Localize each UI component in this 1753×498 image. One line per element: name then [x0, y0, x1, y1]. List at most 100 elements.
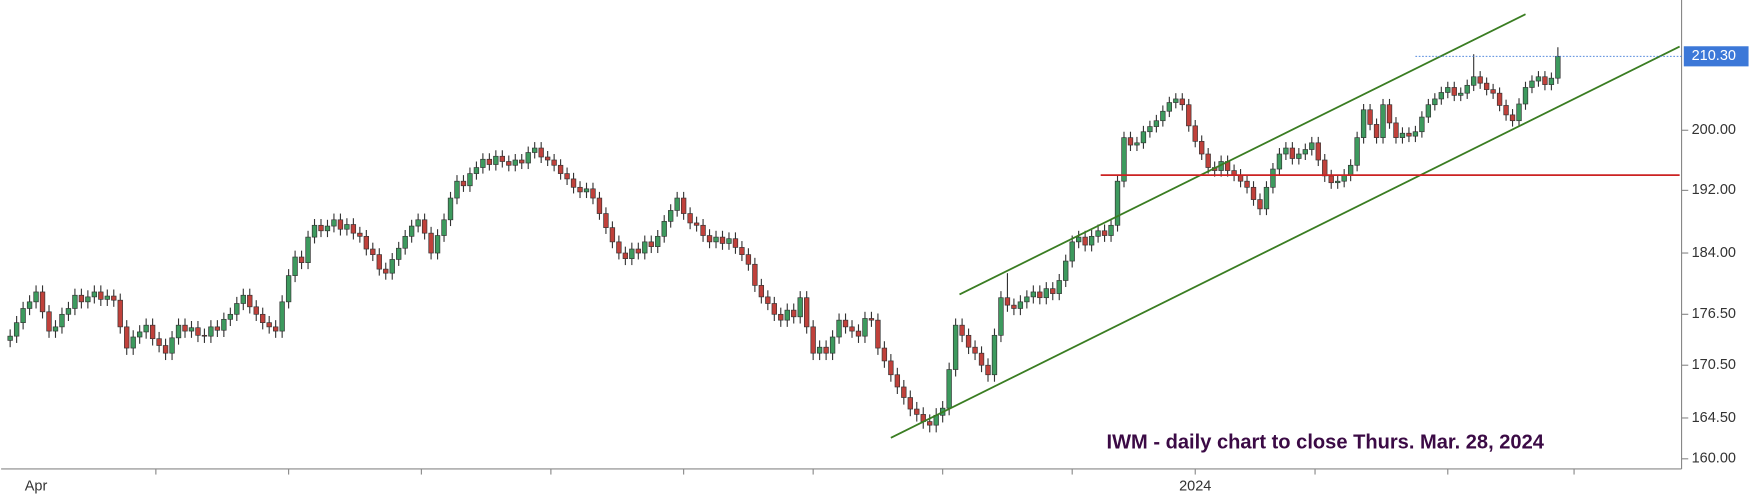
candle-body	[544, 156, 551, 161]
candle-body	[1399, 132, 1406, 138]
candle-body	[668, 210, 674, 222]
candle-body	[1153, 120, 1160, 127]
candle-body	[519, 159, 525, 164]
plot	[7, 47, 1561, 433]
x-tick-label: Apr	[25, 479, 48, 495]
candle-body	[182, 324, 188, 332]
candle-body	[208, 326, 214, 337]
trend-line	[890, 45, 1681, 439]
candle-body	[570, 178, 577, 188]
candle-body	[169, 337, 175, 354]
candle-body	[52, 326, 59, 332]
candle-body	[590, 188, 596, 199]
candle-body	[493, 155, 499, 165]
candle-body	[687, 213, 693, 224]
candle-body	[1030, 291, 1037, 298]
candle-body	[460, 180, 467, 187]
candle-body	[1237, 174, 1244, 182]
candle-body	[59, 313, 65, 328]
candle-body	[285, 275, 292, 303]
candle-body	[266, 322, 272, 328]
candle-body	[836, 319, 842, 338]
candle-body	[719, 236, 726, 244]
candle-body	[648, 241, 654, 247]
candle-body	[564, 173, 570, 180]
candle-body	[771, 303, 777, 315]
candle-body	[700, 224, 706, 236]
candle-body	[1347, 164, 1354, 176]
candle-body	[1503, 105, 1509, 116]
candle-body	[577, 186, 583, 193]
candle-body	[965, 334, 972, 348]
candle-body	[46, 311, 52, 332]
candle-body	[221, 318, 227, 331]
candle-body	[551, 159, 557, 166]
candle-body	[1199, 141, 1205, 155]
candle-body	[39, 291, 46, 313]
candle-body	[1380, 104, 1386, 138]
candle-body	[1393, 122, 1399, 138]
candle-body	[350, 224, 357, 234]
candle-body	[1160, 110, 1166, 122]
candle-body	[98, 291, 104, 300]
candle-body	[784, 309, 790, 321]
candle-body	[1471, 76, 1477, 86]
candle-body	[26, 301, 33, 309]
candle-body	[557, 164, 564, 174]
candle-body	[117, 299, 123, 328]
candle-body	[124, 326, 130, 349]
candle-body	[1244, 180, 1250, 188]
candle-body	[914, 408, 920, 415]
y-tick-label: 160.00	[1692, 451, 1736, 467]
candle-body	[849, 326, 855, 332]
candle-body	[1147, 126, 1153, 133]
candle-body	[791, 309, 797, 318]
candle-body	[655, 235, 661, 247]
candle-body	[85, 296, 91, 303]
candle-body	[331, 219, 337, 227]
candle-body	[1412, 131, 1419, 137]
candle-body	[622, 252, 629, 259]
candle-body	[603, 213, 609, 228]
candle-body	[1373, 124, 1380, 138]
candle-body	[272, 326, 279, 332]
candle-body	[1024, 296, 1030, 303]
candle-body	[447, 197, 454, 221]
candle-body	[253, 306, 259, 315]
candle-body	[1438, 92, 1444, 100]
candle-body	[402, 235, 408, 249]
trend-line	[959, 13, 1526, 296]
candle-body	[758, 285, 765, 298]
candle-body	[473, 167, 480, 174]
last-price-box	[1683, 46, 1749, 67]
candle-body	[952, 324, 959, 370]
candle-body	[33, 291, 39, 303]
candle-body	[389, 259, 395, 274]
candle-body	[1121, 137, 1127, 182]
candle-body	[454, 180, 460, 199]
y-tick-label: 170.50	[1692, 357, 1736, 373]
candle-body	[1276, 153, 1283, 170]
candle-body	[829, 336, 836, 354]
candle-body	[1419, 116, 1425, 133]
candle-body	[1302, 149, 1308, 155]
candle-body	[130, 336, 136, 349]
candle-body	[428, 232, 434, 254]
candle-body	[1555, 55, 1561, 79]
candle-body	[726, 238, 732, 244]
candle-body	[324, 225, 331, 232]
candle-body	[1406, 132, 1412, 137]
candle-body	[1011, 304, 1017, 309]
candle-body	[20, 308, 26, 324]
candle-body	[680, 197, 687, 214]
candle-body	[1082, 236, 1088, 246]
candle-body	[260, 313, 266, 324]
candle-body	[1341, 174, 1347, 182]
candle-body	[175, 324, 182, 339]
candle-body	[862, 318, 868, 337]
candle-body	[1490, 89, 1496, 94]
candle-body	[855, 330, 862, 337]
candle-body	[1095, 230, 1101, 237]
